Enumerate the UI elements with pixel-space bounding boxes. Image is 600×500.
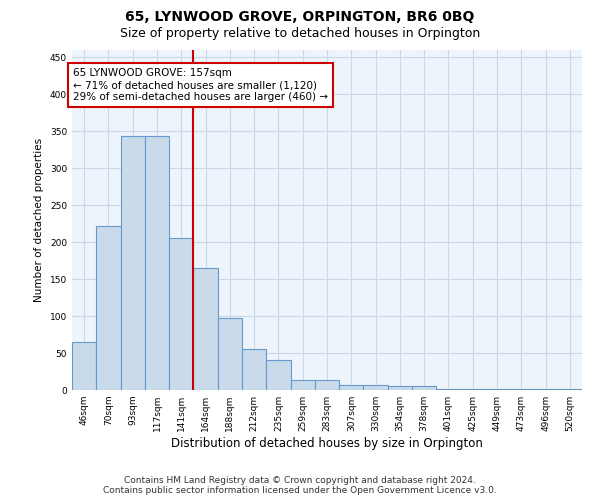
Bar	[242, 350, 266, 390]
Text: 65 LYNWOOD GROVE: 157sqm
← 71% of detached houses are smaller (1,120)
29% of sem: 65 LYNWOOD GROVE: 157sqm ← 71% of detach…	[73, 68, 328, 102]
Bar	[145, 136, 169, 390]
Text: 65, LYNWOOD GROVE, ORPINGTON, BR6 0BQ: 65, LYNWOOD GROVE, ORPINGTON, BR6 0BQ	[125, 10, 475, 24]
Bar	[121, 136, 145, 390]
Bar	[533, 388, 558, 390]
Bar	[485, 388, 509, 390]
Bar	[218, 318, 242, 390]
Bar	[315, 380, 339, 390]
Bar	[412, 386, 436, 390]
Bar	[193, 268, 218, 390]
Bar	[558, 388, 582, 390]
Bar	[388, 386, 412, 390]
Text: Size of property relative to detached houses in Orpington: Size of property relative to detached ho…	[120, 28, 480, 40]
Bar	[72, 342, 96, 390]
Bar	[169, 238, 193, 390]
Bar	[436, 388, 461, 390]
Text: Contains HM Land Registry data © Crown copyright and database right 2024.
Contai: Contains HM Land Registry data © Crown c…	[103, 476, 497, 495]
Bar	[364, 385, 388, 390]
Bar	[339, 385, 364, 390]
X-axis label: Distribution of detached houses by size in Orpington: Distribution of detached houses by size …	[171, 437, 483, 450]
Y-axis label: Number of detached properties: Number of detached properties	[34, 138, 44, 302]
Bar	[96, 226, 121, 390]
Bar	[266, 360, 290, 390]
Bar	[509, 388, 533, 390]
Bar	[290, 380, 315, 390]
Bar	[461, 388, 485, 390]
